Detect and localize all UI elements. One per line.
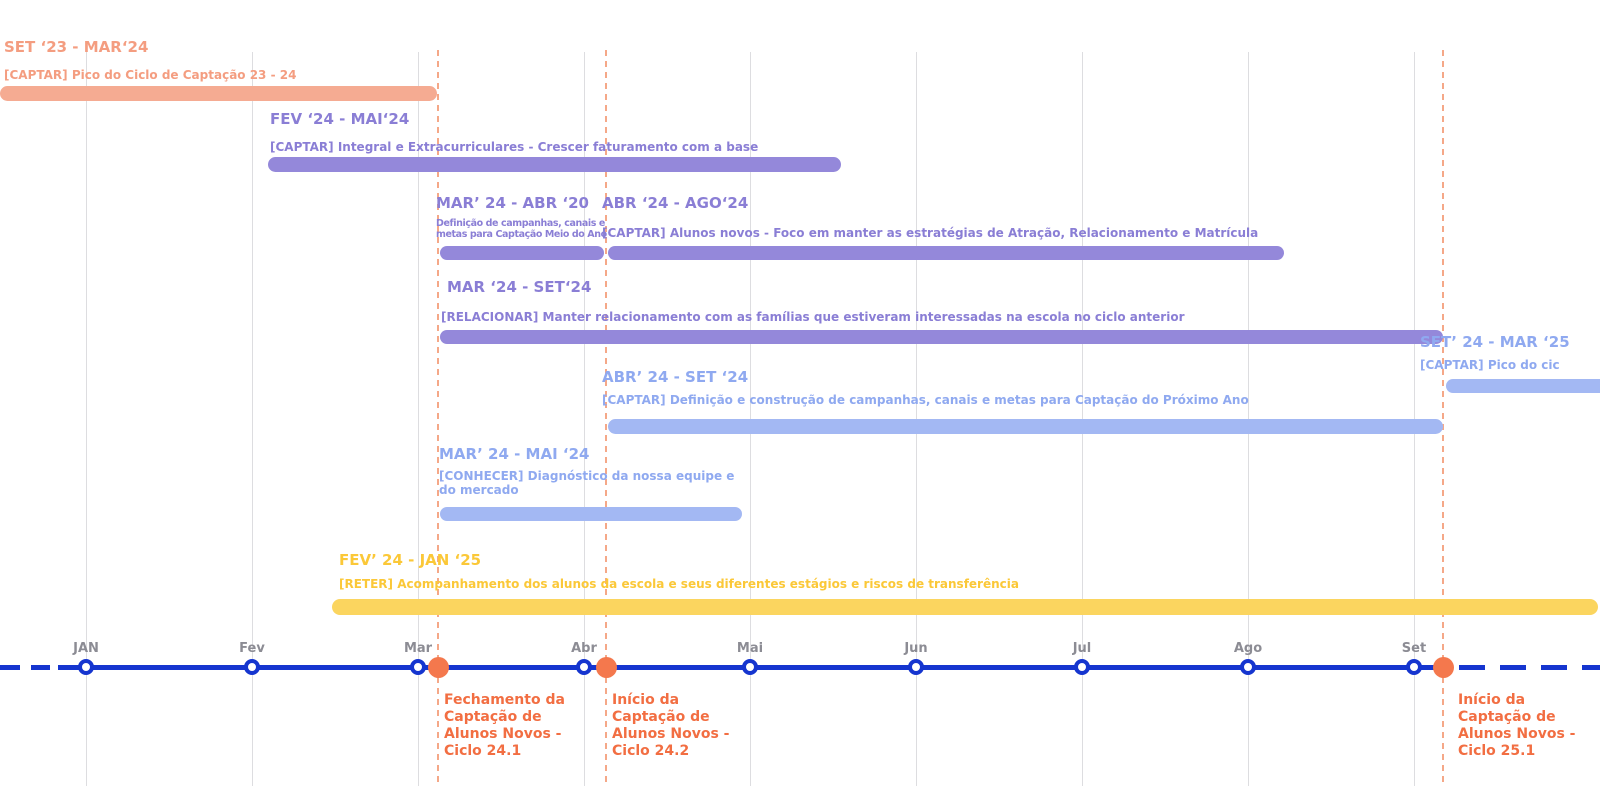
month-label: Ago: [1233, 641, 1263, 656]
cycle-dashed-line: [437, 50, 439, 786]
month-node: [1240, 659, 1256, 675]
month-gridline: [251, 52, 253, 786]
task-label: [RELACIONAR] Manter relacionamento com a…: [441, 310, 1185, 324]
month-label: Mai: [736, 641, 764, 656]
task-period: MAR’ 24 - ABR ‘20: [436, 194, 589, 212]
month-node: [1406, 659, 1422, 675]
task-bar: [440, 246, 604, 260]
task-bar: [332, 599, 1598, 615]
task-period: MAR ‘24 - SET‘24: [447, 278, 592, 296]
cycle-marker-dot: [427, 657, 449, 678]
task-period: FEV ‘24 - MAI‘24: [270, 110, 410, 128]
month-node: [576, 659, 592, 675]
task-label: [RETER] Acompanhamento dos alunos da esc…: [339, 577, 1019, 591]
task-label: [CAPTAR] Definição e construção de campa…: [602, 393, 1249, 407]
timeline-dash-right: [1459, 665, 1600, 670]
month-node: [908, 659, 924, 675]
task-bar: [608, 419, 1443, 434]
month-gridline: [85, 52, 87, 786]
cycle-marker-dot: [595, 657, 617, 678]
task-bar: [268, 157, 841, 172]
month-node: [244, 659, 260, 675]
task-bar: [440, 330, 1443, 344]
task-label: [CAPTAR] Integral e Extracurriculares - …: [270, 140, 759, 154]
task-bar: [440, 507, 742, 521]
month-label: Mar: [403, 641, 433, 656]
task-period: ABR’ 24 - SET ‘24: [602, 368, 749, 386]
month-node: [742, 659, 758, 675]
month-label: Abr: [571, 641, 597, 656]
task-period: MAR’ 24 - MAI ‘24: [439, 445, 590, 463]
task-label: [CAPTAR] Alunos novos - Foco em manter a…: [602, 226, 1259, 240]
task-period: FEV’ 24 - JAN ‘25: [339, 551, 482, 569]
month-label: Jul: [1072, 641, 1092, 656]
task-label: Definição de campanhas, canais e metas p…: [436, 218, 607, 240]
cycle-dashed-line: [1442, 50, 1444, 786]
month-node: [1074, 659, 1090, 675]
month-label: Set: [1401, 641, 1427, 656]
milestone-inicio-ciclo-25-1: Início da Captação de Alunos Novos - Cic…: [1458, 692, 1576, 759]
timeline-dash-left: [0, 665, 50, 670]
month-node: [410, 659, 426, 675]
task-period: ABR ‘24 - AGO‘24: [602, 194, 749, 212]
milestone-inicio-ciclo-24-2: Início da Captação de Alunos Novos - Cic…: [612, 692, 730, 759]
task-label: [CONHECER] Diagnóstico da nossa equipe e…: [439, 469, 735, 497]
task-label: [CAPTAR] Pico do Ciclo de Captação 23 - …: [4, 68, 297, 82]
month-gridline: [417, 52, 419, 786]
month-gridline: [583, 52, 585, 786]
month-label: Jun: [904, 641, 928, 656]
task-period: SET’ 24 - MAR ‘25: [1420, 333, 1570, 351]
task-bar: [0, 86, 437, 101]
cycle-dashed-line: [605, 50, 607, 786]
task-bar: [1446, 379, 1600, 393]
month-node: [78, 659, 94, 675]
task-label: [CAPTAR] Pico do cic: [1420, 358, 1560, 372]
milestone-fechamento-ciclo-24-1: Fechamento da Captação de Alunos Novos -…: [444, 692, 565, 759]
task-period: SET ‘23 - MAR‘24: [4, 38, 149, 56]
month-label: JAN: [73, 641, 99, 656]
task-bar: [608, 246, 1284, 260]
month-label: Fev: [239, 641, 265, 656]
cycle-marker-dot: [1432, 657, 1454, 678]
